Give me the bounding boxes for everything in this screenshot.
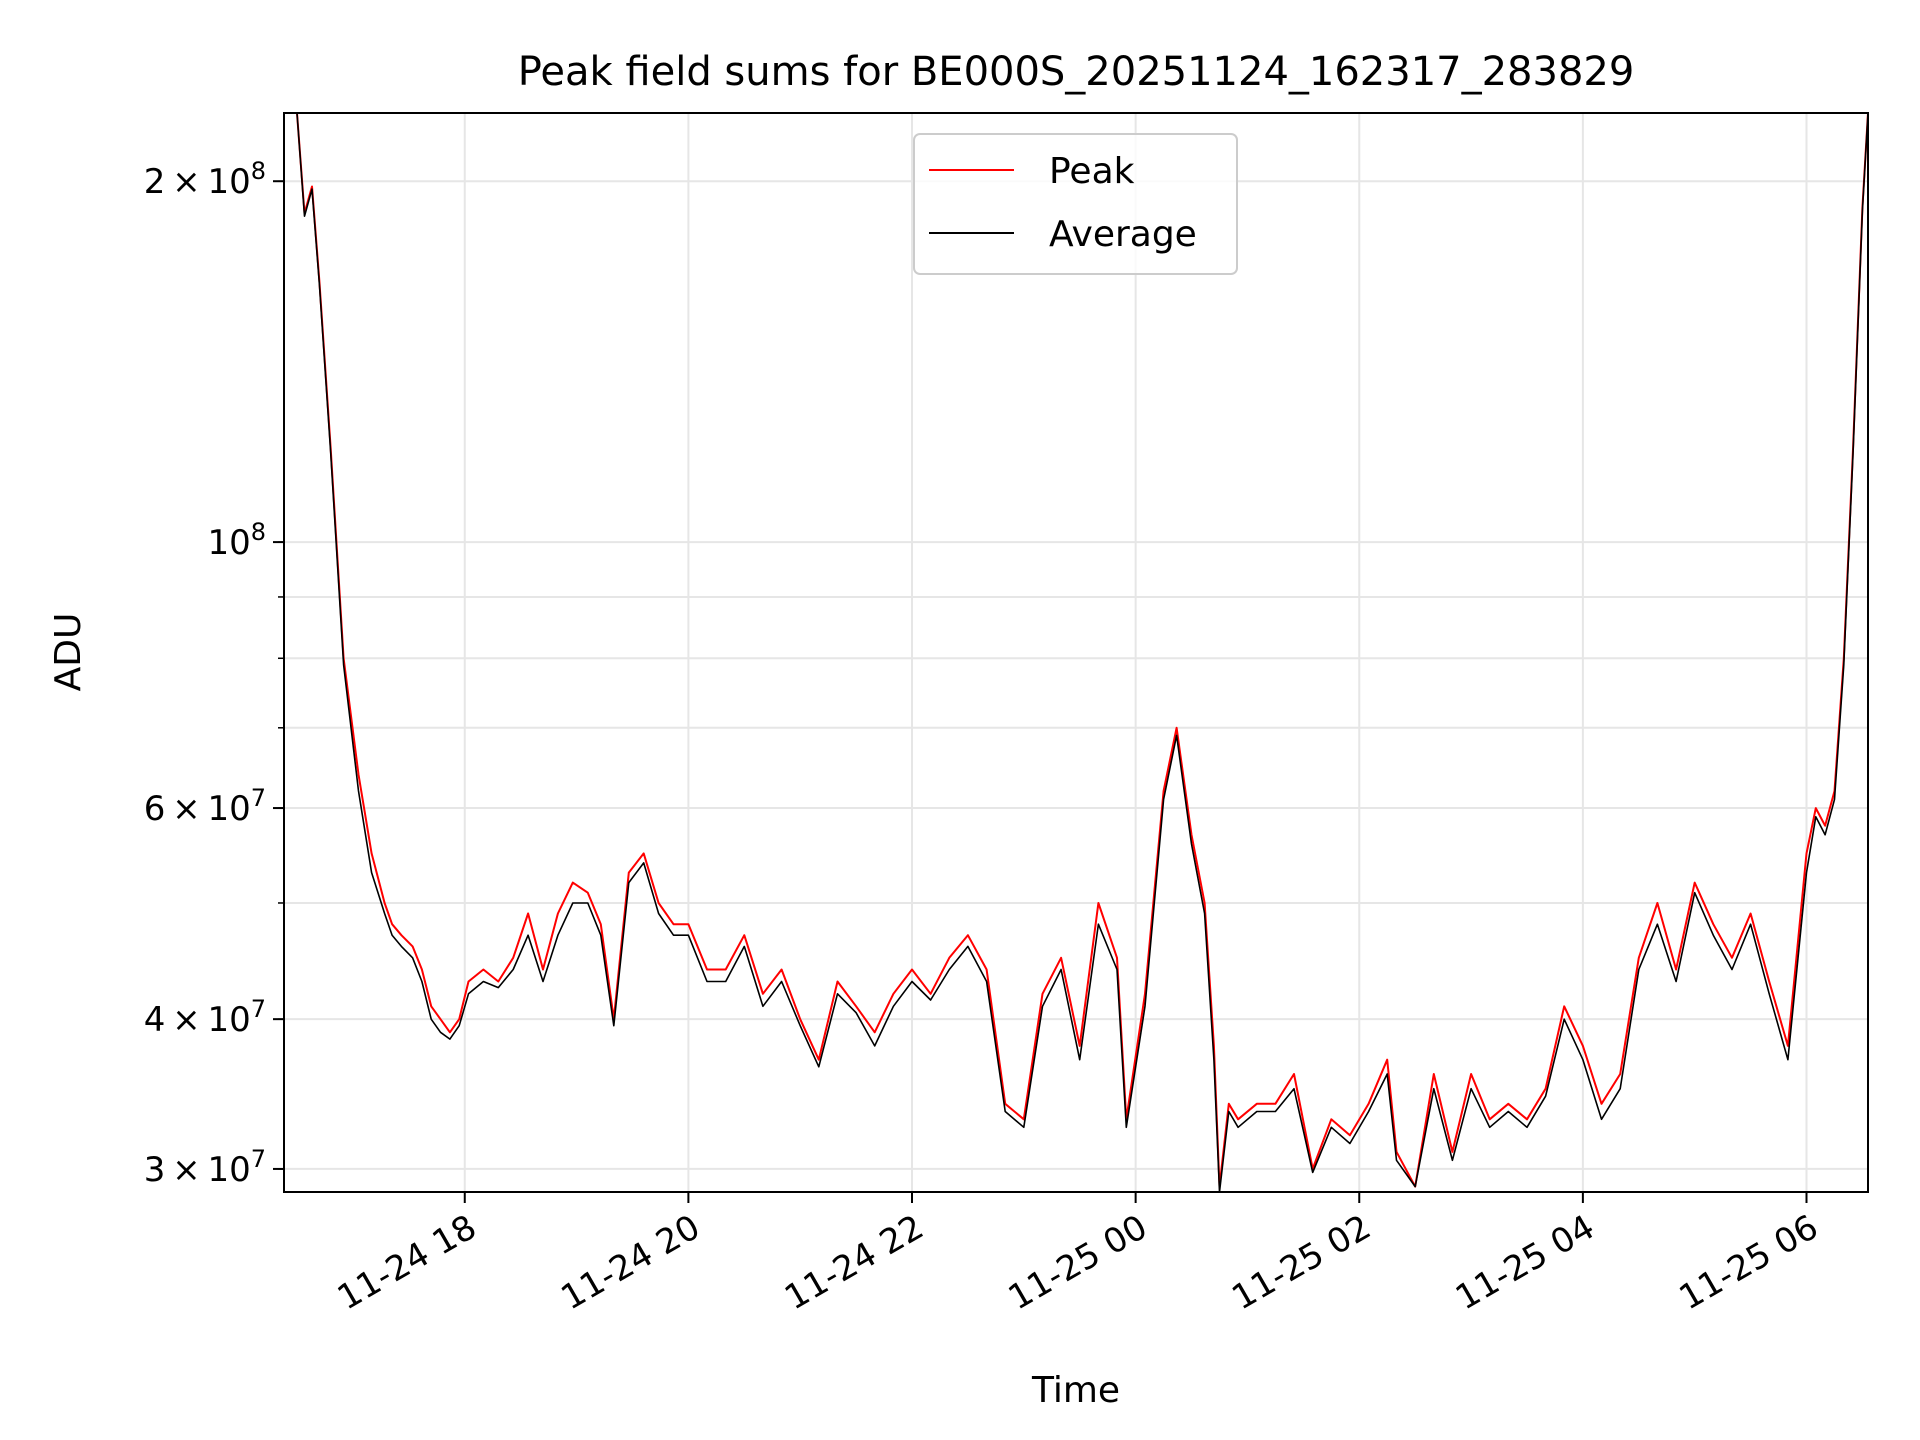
y-axis-ticks: 3 × 107 4 × 107 6 × 107 108 2 × 108 [144, 157, 284, 1190]
grid [284, 113, 1868, 1192]
y-tick-label: 2 × 108 [144, 157, 266, 202]
series-group [284, 113, 1868, 1192]
legend-label-average: Average [1049, 214, 1197, 255]
y-axis-label: ADU [48, 613, 89, 692]
plot-frame [283, 112, 1869, 1193]
chart-title: Peak field sums for BE000S_20251124_1623… [518, 49, 1635, 95]
legend-label-peak: Peak [1049, 151, 1135, 192]
legend: Peak Average [913, 133, 1238, 275]
series-line-peak [284, 113, 1868, 1188]
y-tick-label: 108 [207, 518, 266, 563]
series-line-average [284, 113, 1868, 1192]
y-tick-label: 4 × 107 [144, 995, 266, 1040]
y-tick-label: 6 × 107 [144, 784, 266, 829]
y-tick-label: 3 × 107 [144, 1145, 266, 1190]
x-axis-label: Time [1031, 1370, 1120, 1411]
